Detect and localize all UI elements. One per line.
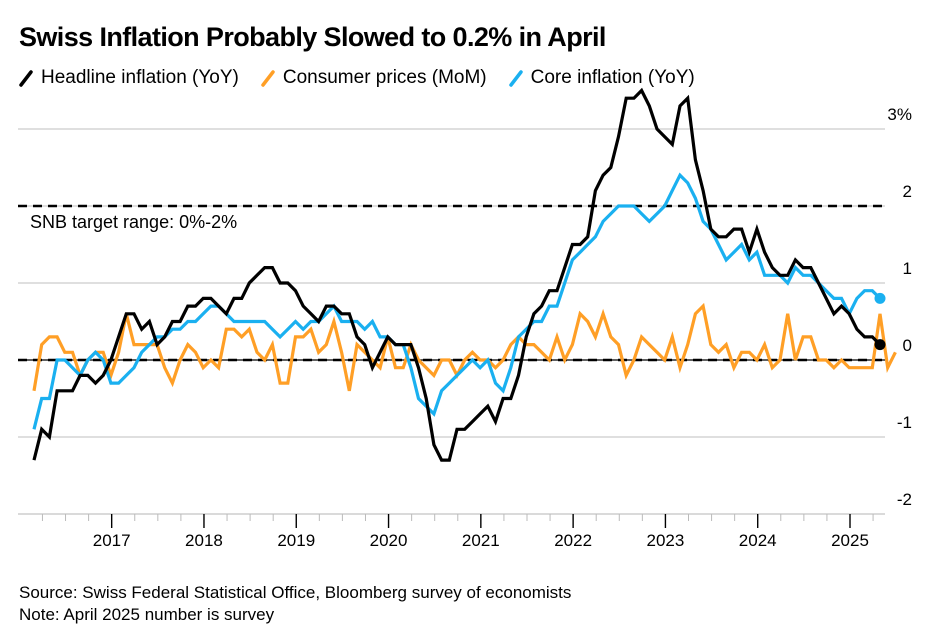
- legend-label-mom: Consumer prices (MoM): [282, 67, 487, 88]
- x-tick-label: 2019: [277, 531, 315, 550]
- x-tick-label: 2024: [739, 531, 777, 550]
- x-tick-label: 2023: [647, 531, 685, 550]
- legend-item-headline: Headline inflation (YoY): [19, 67, 239, 89]
- legend: Headline inflation (YoY) Consumer prices…: [19, 67, 695, 89]
- x-tick-label: 2017: [93, 531, 131, 550]
- y-tick-label: 3%: [887, 105, 912, 124]
- series-line-consumer-prices-mom: [32, 302, 897, 392]
- x-tick-label: 2020: [370, 531, 408, 550]
- series-lines: [32, 87, 897, 462]
- footer: Source: Swiss Federal Statistical Office…: [19, 582, 571, 626]
- x-tick-label: 2022: [554, 531, 592, 550]
- y-tick-label: -1: [897, 413, 912, 432]
- note-text: Note: April 2025 number is survey: [19, 605, 275, 624]
- source-text: Source: Swiss Federal Statistical Office…: [19, 583, 572, 602]
- snb-target-annotation: SNB target range: 0%-2%: [30, 212, 237, 232]
- series-line-core-inflation-yoy: [32, 172, 882, 430]
- legend-label-core: Core inflation (YoY): [530, 67, 695, 88]
- legend-swatch-headline-icon: [19, 70, 33, 87]
- legend-swatch-mom-icon: [261, 70, 275, 87]
- legend-item-mom: Consumer prices (MoM): [261, 67, 487, 89]
- legend-item-core: Core inflation (YoY): [508, 67, 695, 89]
- x-tick-label: 2021: [462, 531, 500, 550]
- legend-label-headline: Headline inflation (YoY): [41, 67, 239, 88]
- end-marker: [874, 292, 886, 304]
- legend-swatch-core-icon: [508, 70, 523, 87]
- axes: 3% 2 1 0 -1 -2 2017 2018 2019 2020 2021 2022 2023 202…: [18, 105, 912, 550]
- x-tick-label: 2025: [831, 531, 869, 550]
- y-tick-label: 0: [903, 336, 912, 355]
- y-tick-label: 1: [903, 259, 912, 278]
- y-tick-label: -2: [897, 490, 912, 509]
- end-marker: [874, 339, 886, 351]
- y-tick-label: 2: [903, 182, 912, 201]
- series-line-headline-inflation-yoy: [32, 87, 882, 462]
- x-tick-label: 2018: [185, 531, 223, 550]
- chart-title: Swiss Inflation Probably Slowed to 0.2% …: [19, 22, 606, 52]
